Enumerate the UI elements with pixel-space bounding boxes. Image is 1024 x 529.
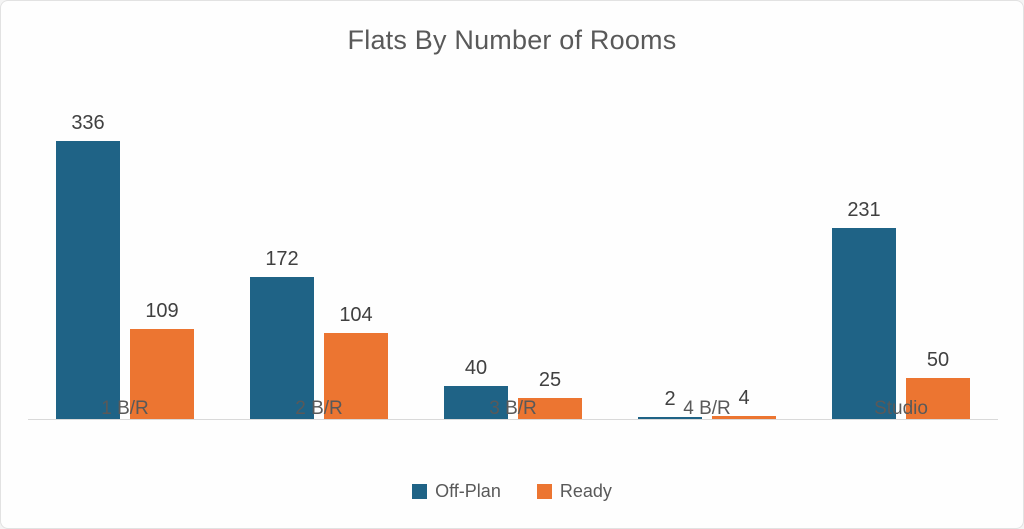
category-label-3-b-r: 3 B/R <box>489 398 537 419</box>
bar-wrap-ready: 4 <box>712 387 776 419</box>
bar-ready <box>324 333 388 419</box>
bar-off-plan <box>832 228 896 419</box>
bar-wrap-off-plan: 172 <box>250 248 314 419</box>
bar-value-label: 4 <box>738 387 750 409</box>
legend-swatch-off-plan <box>412 484 428 499</box>
bar-value-label: 50 <box>926 349 950 371</box>
bar-group-3-b-r: 40 25 <box>416 89 610 419</box>
bar-value-label: 231 <box>847 199 881 221</box>
bar-value-label: 25 <box>538 369 562 391</box>
bar-wrap-ready: 25 <box>518 369 582 419</box>
category-label-1-b-r: 1 B/R <box>101 398 149 419</box>
category-label-4-b-r: 4 B/R <box>683 398 731 419</box>
bar-off-plan <box>56 141 120 419</box>
bar-group-2-b-r: 172 104 <box>222 89 416 419</box>
legend-swatch-ready <box>536 484 552 499</box>
bar-ready <box>130 329 194 419</box>
bar-wrap-ready: 104 <box>324 304 388 419</box>
bar-wrap-off-plan: 40 <box>444 357 508 419</box>
bar-wrap-off-plan: 2 <box>638 388 702 419</box>
bar-wrap-ready: 109 <box>130 300 194 419</box>
bar-wrap-off-plan: 336 <box>56 112 120 419</box>
legend: Off-Plan Ready <box>1 481 1023 502</box>
bar-off-plan <box>444 386 508 419</box>
bar-value-label: 40 <box>464 357 488 379</box>
bar-ready <box>712 416 776 419</box>
bar-wrap-ready: 50 <box>906 349 970 419</box>
bar-value-label: 109 <box>145 300 179 322</box>
category-label-2-b-r: 2 B/R <box>295 398 343 419</box>
bar-value-label: 336 <box>71 112 105 134</box>
bar-ready <box>518 398 582 419</box>
bar-value-label: 172 <box>265 248 299 270</box>
bar-wrap-off-plan: 231 <box>832 199 896 419</box>
legend-label: Ready <box>559 481 612 501</box>
bar-group-1-b-r: 336 109 <box>28 89 222 419</box>
bar-off-plan <box>250 277 314 419</box>
plot-area: 336 109 172 104 40 25 2 4 231 50 <box>28 89 998 420</box>
legend-item-off-plan: Off-Plan <box>412 481 501 502</box>
bar-value-label: 104 <box>339 304 373 326</box>
bar-off-plan <box>638 417 702 419</box>
bar-value-label: 2 <box>664 388 676 410</box>
bar-group-studio: 231 50 <box>804 89 998 419</box>
category-label-studio: Studio <box>874 398 928 419</box>
chart-title: Flats By Number of Rooms <box>347 25 677 55</box>
legend-item-ready: Ready <box>536 481 612 502</box>
legend-label: Off-Plan <box>435 481 501 501</box>
bar-ready <box>906 378 970 419</box>
category-axis: 1 B/R 2 B/R 3 B/R 4 B/R Studio <box>28 386 998 420</box>
